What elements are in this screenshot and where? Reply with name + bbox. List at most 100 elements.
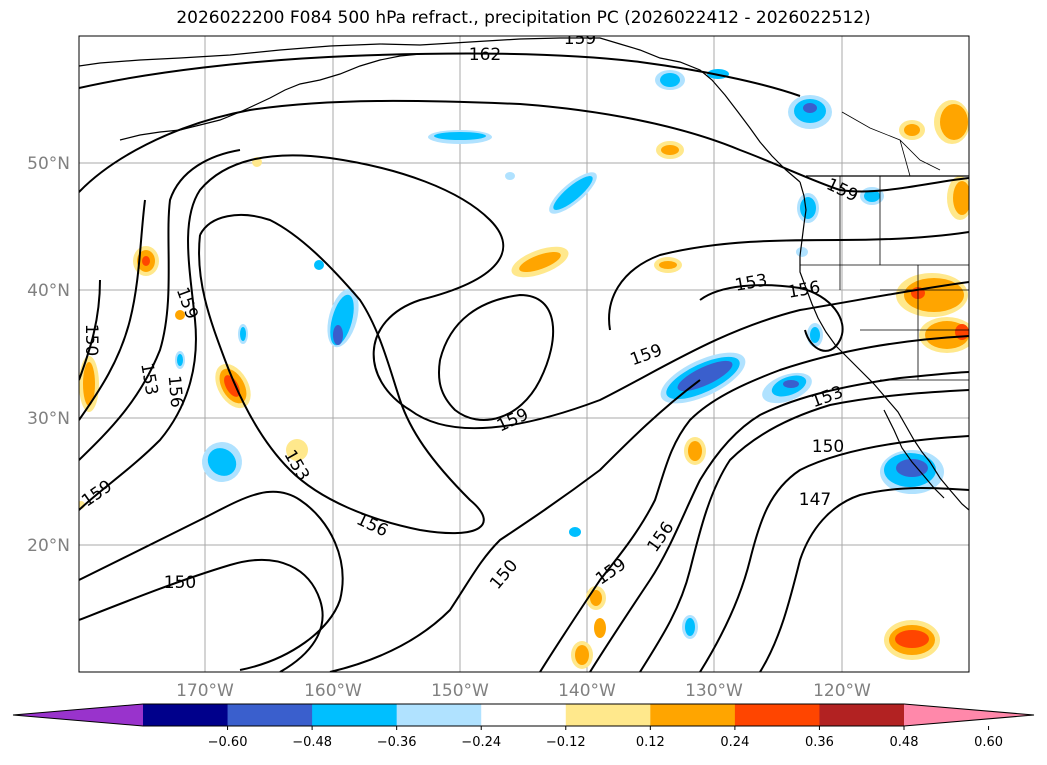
contour-156-south — [589, 371, 969, 672]
lon-label-120w: 120°W — [813, 681, 871, 701]
alaska-coast — [79, 37, 801, 183]
precip-blob — [224, 375, 240, 397]
map-frame — [78, 35, 970, 673]
contour-153-west — [79, 199, 146, 421]
colorbar-segment — [312, 704, 398, 726]
lat-label-50n: 50°N — [27, 154, 70, 174]
colorbar-tick-label: −0.36 — [377, 735, 417, 750]
precip-blob — [207, 448, 237, 476]
precip-blob — [590, 590, 602, 606]
precip-blob — [940, 104, 968, 140]
bc-coast — [799, 181, 807, 225]
lon-label-150w: 150°W — [431, 681, 489, 701]
colorbar-segment — [481, 704, 567, 726]
contour-150-south — [329, 379, 701, 672]
precip-blob — [685, 618, 695, 636]
precip-blob — [660, 73, 680, 87]
precip-blob — [677, 360, 733, 392]
contour-159-north — [79, 99, 969, 193]
precip-blob — [953, 181, 969, 215]
precip-blob — [142, 256, 150, 266]
colorbar: −0.60 −0.48 −0.36 −0.24 −0.12 0.12 0.24 0.36 0.4… — [12, 703, 1035, 750]
precip-blob — [896, 459, 928, 477]
contour-153-north — [699, 284, 844, 352]
contour-label: 150 — [81, 324, 101, 356]
precip-blob — [519, 252, 561, 272]
colorbar-extend-max — [904, 704, 1034, 726]
colorbar-tick-label: 0.60 — [974, 735, 1003, 750]
precip-blob — [796, 247, 808, 257]
gridlines — [79, 36, 969, 672]
precip-blob — [661, 145, 679, 155]
canada-interior — [841, 111, 941, 177]
contour-159-south — [539, 335, 969, 672]
colorbar-segment — [143, 704, 229, 726]
precip-blob — [175, 310, 185, 320]
contours — [79, 52, 969, 672]
contour-159-loop — [437, 293, 555, 421]
colorbar-segment — [819, 704, 905, 726]
precip-blob — [800, 197, 816, 219]
precip-blob — [594, 618, 606, 638]
precip-positive — [79, 100, 969, 669]
lon-label-140w: 140°W — [558, 681, 616, 701]
colorbar-tick-label: −0.60 — [208, 735, 248, 750]
contour-label: 156 — [164, 375, 187, 409]
colorbar-tick-label: −0.12 — [546, 735, 586, 750]
precip-negative — [175, 69, 944, 639]
precip-blob — [505, 172, 515, 180]
precip-blob — [553, 176, 593, 210]
contour-label: 147 — [799, 490, 831, 510]
contour-label: 150 — [164, 573, 196, 593]
colorbar-tick-label: −0.24 — [461, 735, 501, 750]
colorbar-segment — [650, 704, 736, 726]
contour-156-north — [608, 231, 969, 331]
colorbar-tick-label: 0.12 — [636, 735, 665, 750]
precip-blob — [286, 439, 308, 461]
precip-blob — [803, 103, 817, 113]
precip-blob — [659, 261, 677, 269]
contour-153-south — [639, 389, 969, 672]
colorbar-segment — [227, 704, 313, 726]
lon-label-130w: 130°W — [685, 681, 743, 701]
precip-blob — [904, 124, 920, 136]
precip-blob — [575, 645, 589, 665]
contour-150-west — [79, 279, 101, 381]
contour-156-west — [79, 149, 241, 461]
contour-inner-low — [198, 214, 485, 535]
precip-blob — [434, 132, 486, 140]
contour-150-east — [699, 435, 969, 672]
state-borders — [800, 176, 969, 381]
precip-blob — [904, 278, 964, 312]
colorbar-tick-label: 0.36 — [805, 735, 834, 750]
precip-blob — [688, 441, 702, 461]
contour-159-main — [79, 154, 969, 511]
precip-blob — [864, 190, 880, 202]
colorbar-outline — [12, 703, 1035, 727]
lat-labels: 50°N 40°N 30°N 20°N — [27, 154, 70, 556]
precip-blob — [83, 362, 95, 406]
contour-150-center — [79, 559, 324, 672]
lon-label-170w: 170°W — [176, 681, 234, 701]
colorbar-tick-label: 0.24 — [720, 735, 749, 750]
precip-blob — [895, 630, 929, 648]
colorbar-tick-label: −0.48 — [292, 735, 332, 750]
colorbar-segment — [565, 704, 651, 726]
lat-label-30n: 30°N — [27, 409, 70, 429]
colorbar-tick-label: 0.48 — [890, 735, 919, 750]
precip-blob — [240, 327, 246, 341]
precip-blob — [810, 327, 820, 343]
aleutians — [119, 53, 421, 141]
precip-blob — [333, 325, 343, 345]
colorbar-extend-min — [13, 704, 143, 726]
lat-label-20n: 20°N — [27, 536, 70, 556]
map-title: 2026022200 F084 500 hPa refract., precip… — [176, 8, 871, 28]
contour-162 — [79, 52, 801, 97]
lat-label-40n: 40°N — [27, 281, 70, 301]
contour-label: 159 — [564, 29, 596, 49]
precip-blob — [314, 260, 324, 270]
coastlines — [79, 37, 969, 511]
contour-147 — [759, 486, 969, 672]
colorbar-segment — [396, 704, 482, 726]
